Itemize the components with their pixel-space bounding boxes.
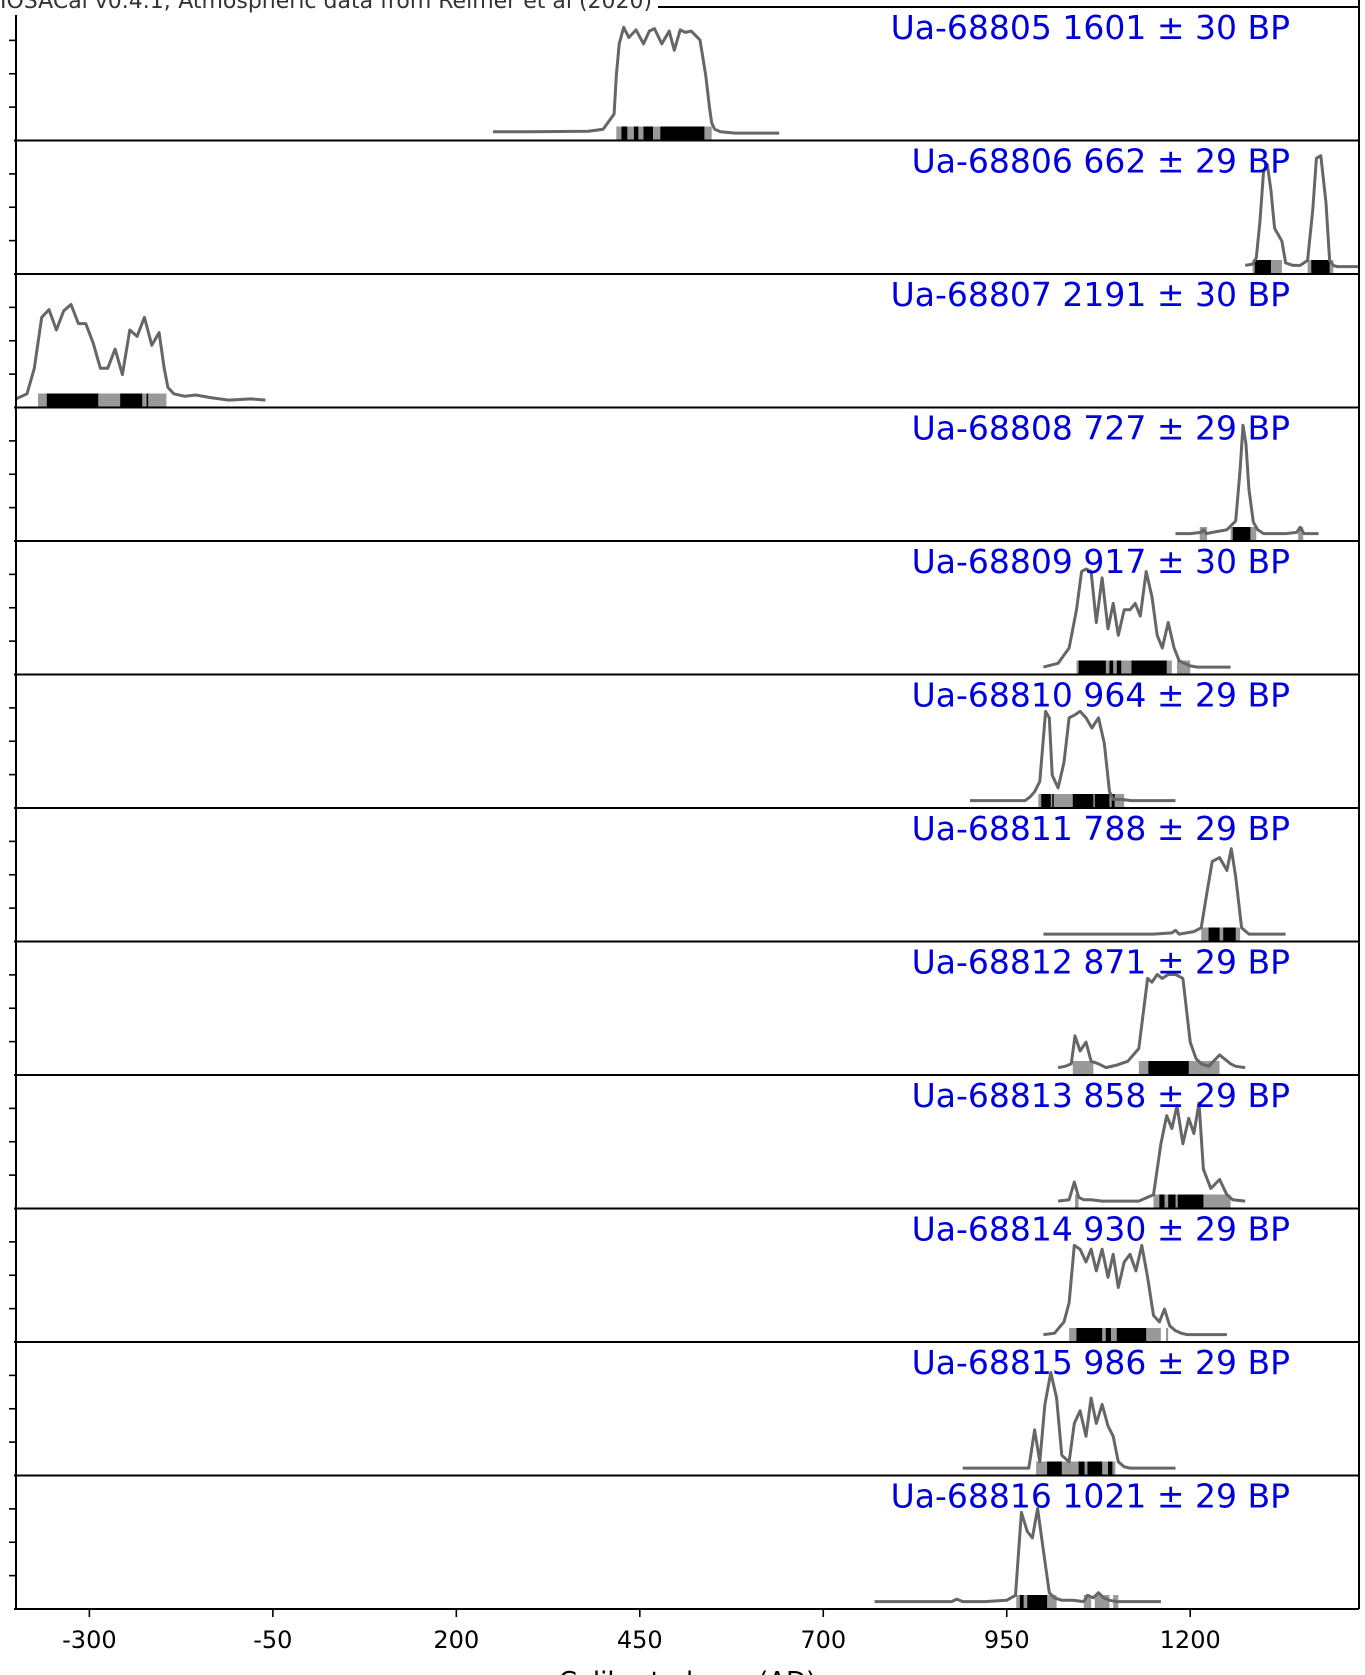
density-curve <box>962 1371 1176 1470</box>
sample-label: Ua-68809 917 ± 30 BP <box>912 542 1290 581</box>
x-tick-label: -300 <box>62 1626 116 1654</box>
panel-Ua-68805: Ua-68805 1601 ± 30 BP <box>9 8 1359 142</box>
hpd68-interval <box>1311 260 1330 273</box>
density-curve <box>1043 847 1286 936</box>
panel-Ua-68810: Ua-68810 964 ± 29 BP <box>9 676 1359 809</box>
panel-Ua-68815: Ua-68815 986 ± 29 BP <box>9 1343 1359 1477</box>
panel-Ua-68816: Ua-68816 1021 ± 29 BP <box>9 1477 1359 1610</box>
hpd95-interval <box>1165 1328 1169 1341</box>
plot-panels: Ua-68805 1601 ± 30 BP Ua-68806 662 ± 29 B… <box>9 8 1359 1610</box>
x-axis-label: Calibrated age (AD) <box>559 1667 816 1675</box>
density-curve <box>1057 1101 1246 1203</box>
hpd68-interval <box>1131 660 1167 674</box>
hpd68-interval <box>1105 1328 1111 1341</box>
hpd68-interval <box>1168 1194 1176 1208</box>
hpd95-interval <box>1074 1194 1079 1208</box>
hpd68-interval <box>1076 1328 1103 1341</box>
panel-Ua-68806: Ua-68806 662 ± 29 BP <box>9 142 1359 275</box>
x-tick-label: 950 <box>984 1626 1030 1654</box>
sample-label: Ua-68807 2191 ± 30 BP <box>891 275 1290 314</box>
x-tick-label: 700 <box>800 1626 846 1654</box>
sample-label: Ua-68815 986 ± 29 BP <box>912 1343 1290 1382</box>
hpd68-interval <box>120 393 143 407</box>
hpd68-interval <box>1078 1461 1085 1475</box>
hpd68-interval <box>1223 927 1236 941</box>
sample-label: Ua-68811 788 ± 29 BP <box>912 809 1290 848</box>
hpd95-interval <box>1083 1595 1092 1608</box>
density-curve <box>493 25 780 135</box>
density-curve <box>1175 423 1319 536</box>
hpd68-interval <box>1177 1194 1204 1208</box>
hpd68-interval <box>633 126 639 140</box>
density-curve <box>15 303 266 402</box>
panel-Ua-68812: Ua-68812 871 ± 29 BP <box>9 943 1359 1076</box>
hpd68-interval <box>1019 1595 1024 1608</box>
panel-Ua-68808: Ua-68808 727 ± 29 BP <box>9 409 1359 542</box>
density-curve <box>1043 1243 1227 1337</box>
hpd95-interval <box>1072 1061 1094 1074</box>
panel-Ua-68814: Ua-68814 930 ± 29 BP <box>9 1210 1359 1343</box>
panel-Ua-68809: Ua-68809 917 ± 30 BP <box>9 542 1359 676</box>
hpd68-interval <box>643 126 654 140</box>
hpd68-interval <box>1072 794 1094 807</box>
sample-label: Ua-68806 662 ± 29 BP <box>912 142 1290 181</box>
sample-label: Ua-68810 964 ± 29 BP <box>912 676 1290 715</box>
panel-Ua-68807: Ua-68807 2191 ± 30 BP <box>9 275 1359 409</box>
hpd68-interval <box>1041 794 1051 807</box>
hpd68-interval <box>1052 794 1054 807</box>
hpd68-interval <box>1116 1328 1147 1341</box>
hpd68-interval <box>1148 1061 1189 1074</box>
hpd68-interval <box>1109 660 1114 674</box>
hpd68-interval <box>1116 660 1122 674</box>
sample-label: Ua-68812 871 ± 29 BP <box>912 943 1290 982</box>
hpd68-interval <box>1108 1461 1113 1475</box>
hpd68-interval <box>621 126 628 140</box>
density-curve <box>1057 973 1246 1070</box>
panel-Ua-68813: Ua-68813 858 ± 29 BP <box>9 1076 1359 1210</box>
hpd68-interval <box>46 393 99 407</box>
sample-label: Ua-68816 1021 ± 29 BP <box>891 1477 1290 1516</box>
hpd68-interval <box>146 393 149 407</box>
x-tick-label: 1200 <box>1160 1626 1221 1654</box>
sample-label: Ua-68814 930 ± 29 BP <box>912 1210 1290 1249</box>
density-curve <box>1244 154 1359 269</box>
density-curve <box>1043 567 1231 669</box>
hpd95-interval <box>1199 527 1208 540</box>
hpd68-interval <box>1087 1461 1103 1475</box>
hpd95-interval <box>1298 527 1304 540</box>
density-curve <box>970 709 1176 803</box>
hpd68-interval <box>1254 260 1271 273</box>
hpd68-interval <box>1027 1595 1048 1608</box>
hpd68-interval <box>1208 927 1220 941</box>
hpd68-interval <box>1159 1194 1165 1208</box>
density-curve <box>874 1507 1161 1604</box>
hpd68-interval <box>1047 1461 1062 1475</box>
hpd68-interval <box>1094 794 1110 807</box>
sample-label: Ua-68808 727 ± 29 BP <box>912 409 1290 448</box>
x-tick-label: 200 <box>433 1626 479 1654</box>
panel-Ua-68811: Ua-68811 788 ± 29 BP <box>9 809 1359 943</box>
sample-label: Ua-68805 1601 ± 30 BP <box>891 8 1290 47</box>
hpd68-interval <box>660 126 705 140</box>
hpd68-interval <box>1232 527 1251 540</box>
software-credit: IOSACal v0.4.1; Atmospheric data from Re… <box>0 0 659 15</box>
x-tick-label: 450 <box>617 1626 663 1654</box>
sample-label: Ua-68813 858 ± 29 BP <box>912 1076 1290 1115</box>
x-tick-label: -50 <box>253 1626 292 1654</box>
hpd68-interval <box>1078 660 1106 674</box>
